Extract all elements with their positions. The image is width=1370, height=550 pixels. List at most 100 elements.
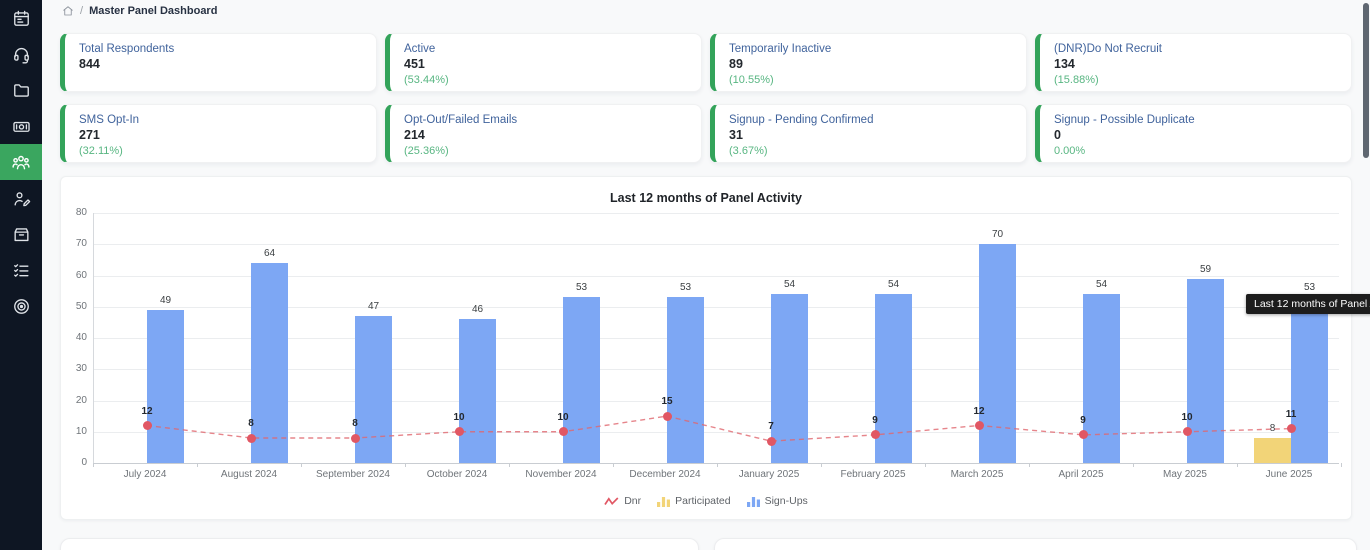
user-edit-icon bbox=[12, 189, 31, 208]
stat-label: Active bbox=[404, 43, 436, 55]
bar-signups[interactable] bbox=[1187, 278, 1224, 463]
dnr-point[interactable] bbox=[350, 433, 360, 443]
x-axis-label: April 2025 bbox=[1058, 469, 1104, 480]
gridline bbox=[93, 400, 1339, 402]
chart-title: Last 12 months of Panel Activity bbox=[610, 191, 802, 205]
y-axis-label: 70 bbox=[75, 238, 87, 250]
stat-percent: (3.67%) bbox=[729, 145, 768, 157]
stat-value: 271 bbox=[79, 128, 100, 142]
stat-value: 134 bbox=[1054, 57, 1075, 71]
dnr-point[interactable] bbox=[766, 436, 776, 446]
gridline bbox=[93, 463, 1339, 464]
stats-grid: Total Respondents 844 Active 451 (53.44%) Tem… bbox=[60, 33, 1370, 163]
sidebar-item-archive[interactable] bbox=[0, 216, 42, 252]
signups-value-label: 54 bbox=[783, 279, 796, 291]
stat-percent: (25.36%) bbox=[404, 145, 449, 157]
stat-card: Total Respondents 844 bbox=[60, 33, 377, 92]
stat-value: 844 bbox=[79, 57, 100, 71]
signups-value-label: 64 bbox=[263, 248, 276, 259]
signups-value-label: 70 bbox=[991, 229, 1004, 241]
sidebar-item-calendar[interactable] bbox=[0, 0, 42, 36]
dnr-point[interactable] bbox=[662, 411, 672, 421]
dnr-point[interactable] bbox=[142, 421, 152, 430]
gridline bbox=[93, 213, 1339, 214]
bar-signups[interactable] bbox=[875, 294, 912, 463]
signups-value-label: 53 bbox=[1303, 282, 1316, 294]
stat-percent: (53.44%) bbox=[404, 74, 449, 86]
chart-card: Last 12 months of Panel Activity 0 10 20 30… bbox=[60, 176, 1370, 520]
x-axis-label: September 2024 bbox=[316, 469, 390, 480]
stat-label: Temporarily Inactive bbox=[729, 43, 832, 55]
dnr-value-label: 8 bbox=[352, 418, 358, 429]
signups-value-label: 59 bbox=[1199, 263, 1212, 275]
dnr-point[interactable] bbox=[870, 430, 880, 440]
dnr-value-label: 9 bbox=[872, 414, 878, 426]
signups-value-label: 53 bbox=[679, 282, 692, 294]
signups-value-label: 47 bbox=[367, 301, 380, 313]
bottom-card-right bbox=[714, 538, 1357, 550]
dnr-point[interactable] bbox=[974, 421, 984, 430]
sidebar-item-headset[interactable] bbox=[0, 36, 42, 72]
scrollbar-track[interactable] bbox=[1362, 0, 1370, 550]
stat-percent: (32.11%) bbox=[79, 145, 123, 157]
stat-percent: 0.00% bbox=[1054, 145, 1086, 157]
bar-signups[interactable] bbox=[355, 316, 392, 463]
scrollbar-thumb[interactable] bbox=[1363, 3, 1369, 158]
dnr-value-label: 12 bbox=[141, 405, 153, 417]
dnr-point[interactable] bbox=[1078, 430, 1088, 440]
bar-signups[interactable] bbox=[563, 297, 600, 463]
stat-card: Opt-Out/Failed Emails 214 (25.36%) bbox=[385, 104, 702, 163]
stat-value: 214 bbox=[404, 128, 425, 142]
bar-signups[interactable] bbox=[251, 263, 288, 463]
folder-icon bbox=[12, 81, 31, 100]
chart-tooltip: Last 12 months of Panel Activity bbox=[1246, 294, 1370, 314]
bar-signups[interactable] bbox=[459, 319, 496, 463]
x-axis-label: October 2024 bbox=[426, 469, 488, 480]
bar-participated[interactable] bbox=[1254, 438, 1291, 463]
dnr-value-label: 8 bbox=[248, 418, 254, 429]
sidebar-item-checklist[interactable] bbox=[0, 252, 42, 288]
sidebar bbox=[0, 0, 42, 550]
bar-signups[interactable] bbox=[771, 294, 808, 463]
bottom-card-left bbox=[60, 538, 699, 550]
dnr-point[interactable] bbox=[558, 427, 568, 437]
dnr-point[interactable] bbox=[1182, 427, 1192, 437]
dnr-value-label: 7 bbox=[768, 421, 774, 433]
x-axis-tick bbox=[1133, 463, 1134, 467]
sidebar-item-folder[interactable] bbox=[0, 72, 42, 108]
x-axis-label: December 2024 bbox=[629, 469, 701, 480]
bar-signups[interactable] bbox=[979, 244, 1016, 463]
dnr-value-label: 10 bbox=[1181, 411, 1193, 423]
chart-plot-area[interactable]: 0 10 20 30 40 50 60 70 80 49 July 2024 64 August 202… bbox=[76, 207, 1342, 480]
bar-signups[interactable] bbox=[667, 297, 704, 463]
breadcrumb-title: Master Panel Dashboard bbox=[89, 5, 218, 17]
dnr-point[interactable] bbox=[454, 427, 464, 437]
bar-signups[interactable] bbox=[1291, 297, 1328, 463]
home-icon[interactable] bbox=[62, 5, 74, 17]
x-axis-tick bbox=[509, 463, 510, 467]
y-axis-label: 10 bbox=[75, 425, 87, 437]
stat-label: Total Respondents bbox=[79, 43, 175, 55]
bar-signups[interactable] bbox=[147, 309, 184, 463]
stat-label: Opt-Out/Failed Emails bbox=[404, 114, 518, 126]
bar-series-icon bbox=[746, 496, 760, 507]
dnr-point[interactable] bbox=[246, 433, 256, 443]
sidebar-item-users-group[interactable] bbox=[0, 144, 42, 180]
gridline bbox=[93, 244, 1339, 246]
y-axis-label: 60 bbox=[75, 269, 87, 281]
sidebar-item-user-edit[interactable] bbox=[0, 180, 42, 216]
main-content: / Master Panel Dashboard Total Responden… bbox=[42, 0, 1370, 550]
checklist-icon bbox=[12, 261, 31, 280]
legend-item-participated: Participated bbox=[657, 495, 731, 507]
y-axis-label: 80 bbox=[75, 207, 87, 218]
breadcrumb-separator: / bbox=[80, 5, 84, 17]
bar-signups[interactable] bbox=[1083, 294, 1120, 463]
sidebar-item-target[interactable] bbox=[0, 288, 42, 324]
dnr-point[interactable] bbox=[1286, 424, 1296, 434]
x-axis-label: February 2025 bbox=[840, 469, 906, 480]
stat-label: (DNR)Do Not Recruit bbox=[1054, 43, 1162, 55]
bottom-cards-row bbox=[60, 538, 1370, 550]
archive-box-icon bbox=[12, 225, 31, 244]
sidebar-item-cash[interactable] bbox=[0, 108, 42, 144]
